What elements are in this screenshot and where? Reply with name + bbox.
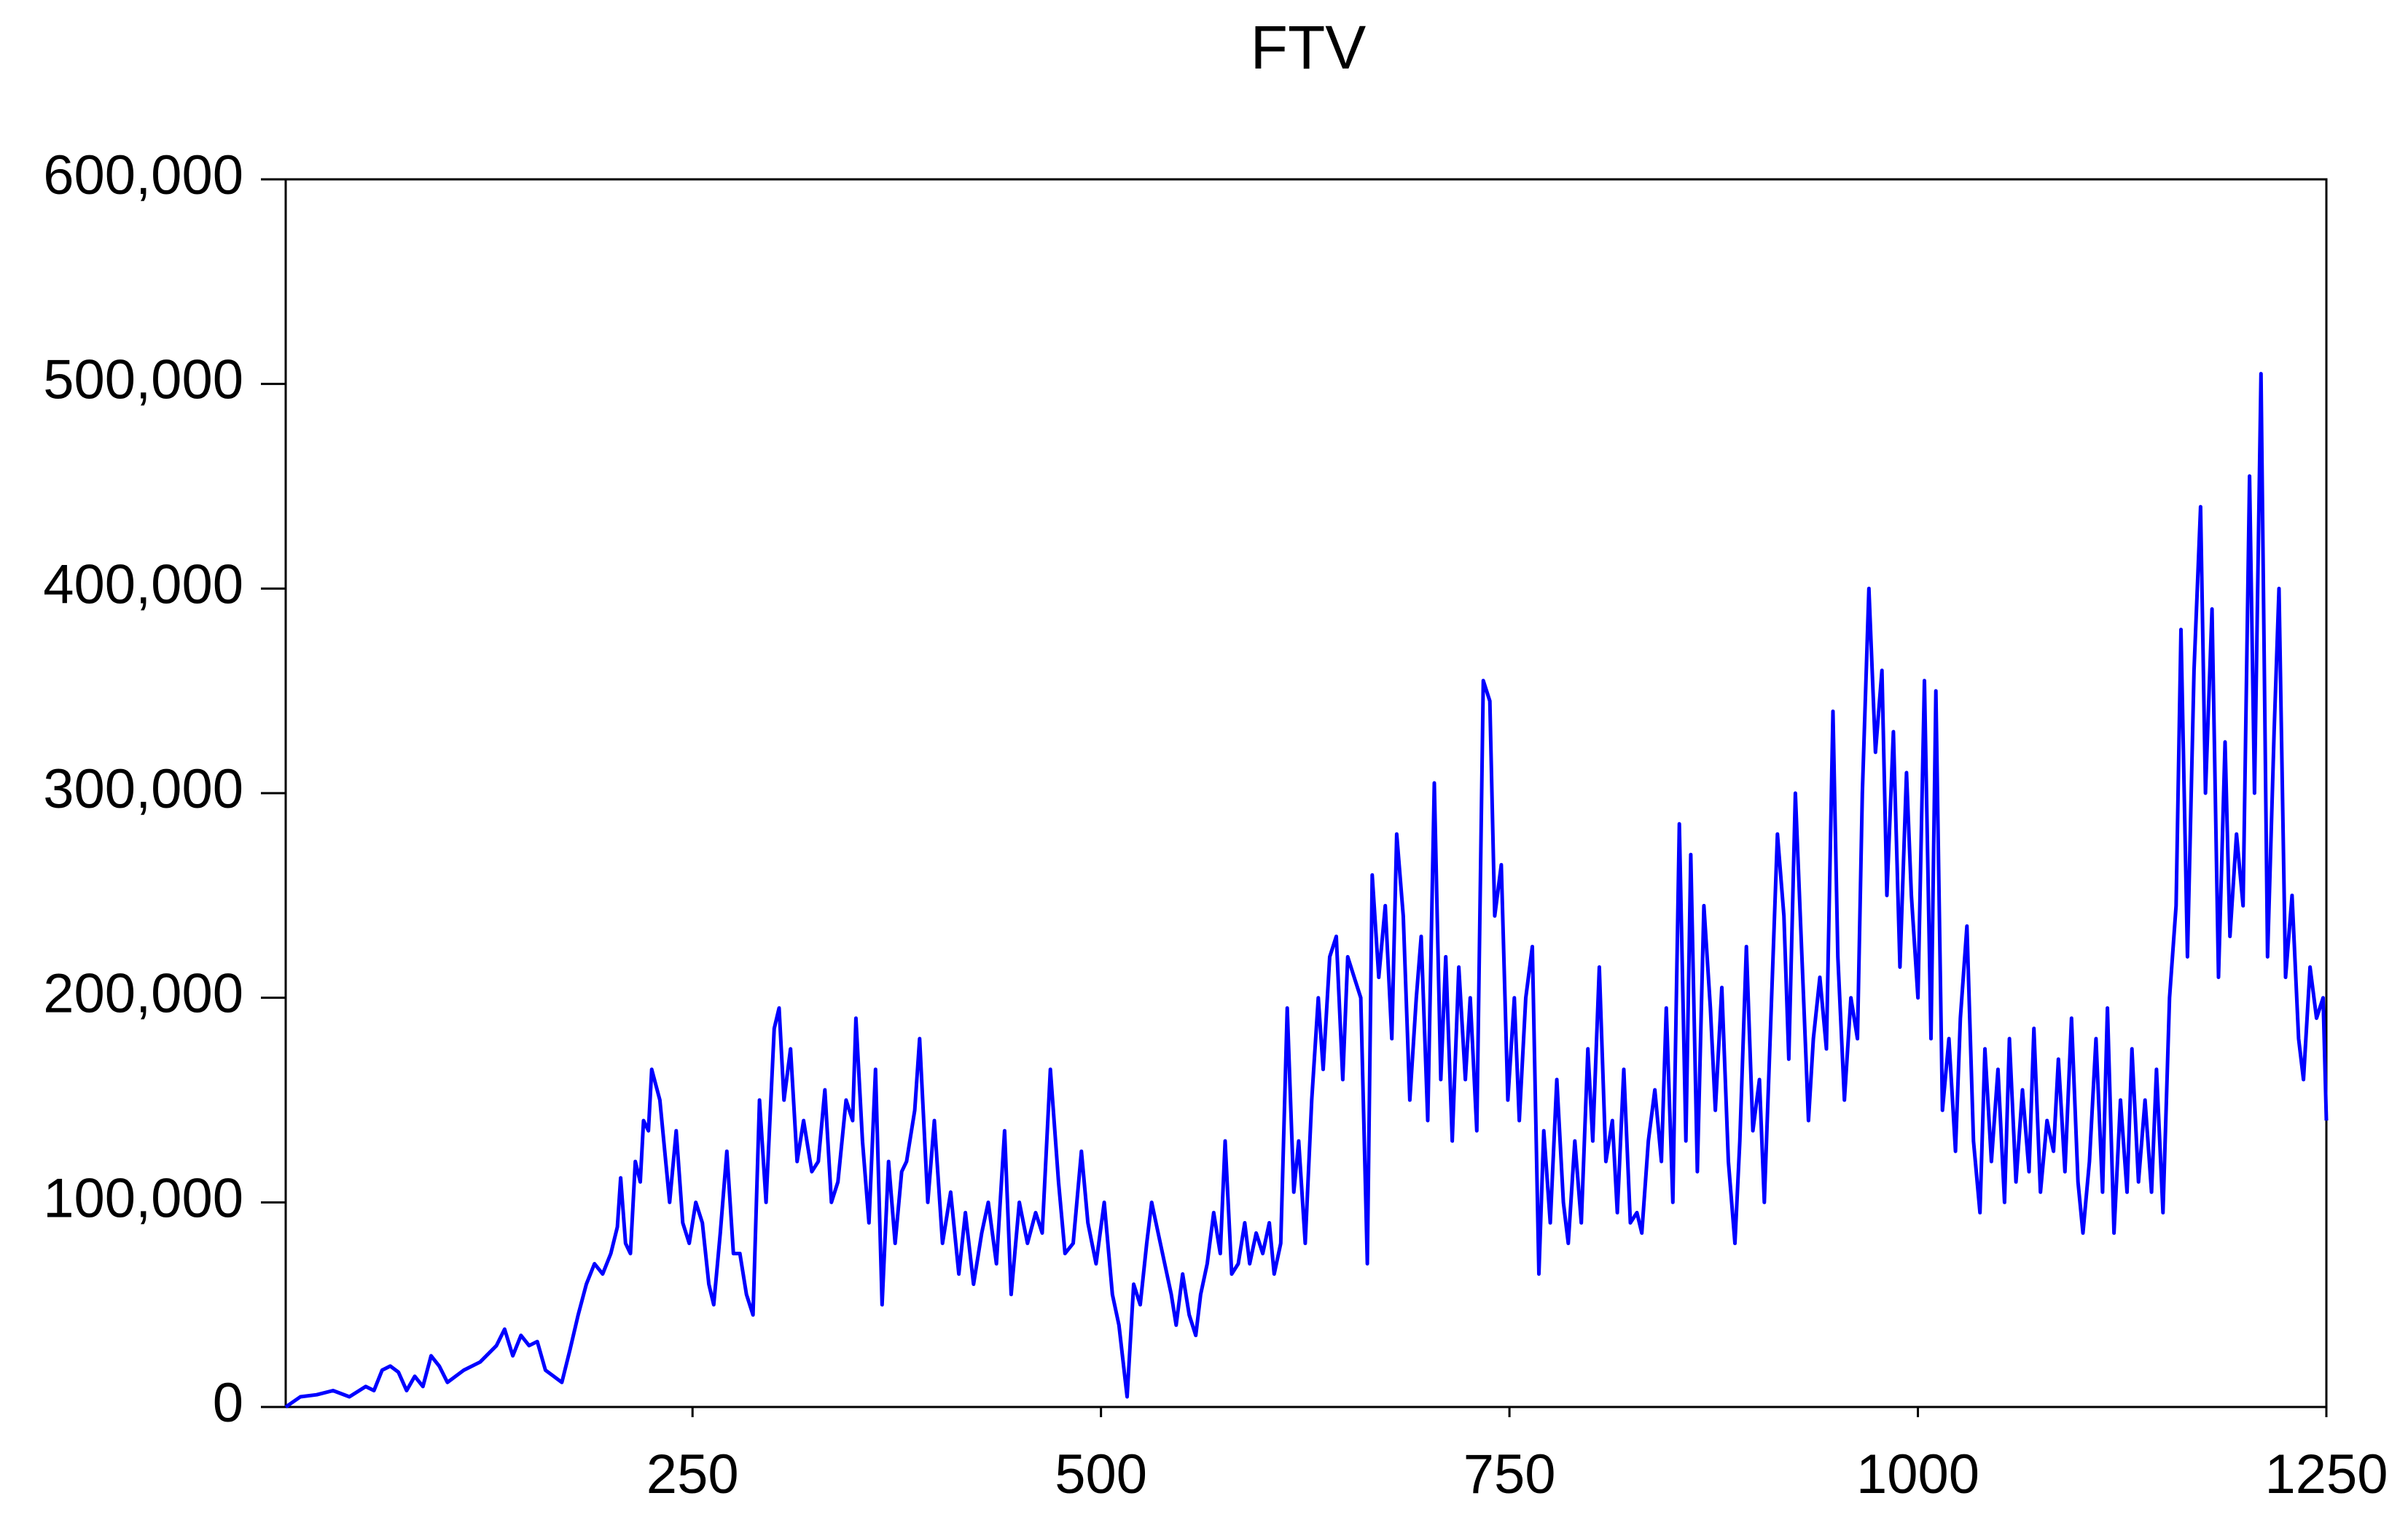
y-tick-label: 200,000 (43, 963, 243, 1025)
x-tick-label: 250 (646, 1443, 739, 1505)
y-tick-label: 0 (213, 1372, 243, 1434)
x-tick-label: 1000 (1856, 1443, 1979, 1505)
y-tick-label: 400,000 (43, 553, 243, 615)
x-tick-label: 1250 (2264, 1443, 2388, 1505)
y-tick-label: 100,000 (43, 1167, 243, 1229)
data-line (284, 372, 2329, 1409)
x-tick-label: 750 (1463, 1443, 1556, 1505)
y-tick-label: 600,000 (43, 144, 243, 206)
chart-title: FTV (1251, 13, 1367, 82)
y-tick-label: 300,000 (43, 758, 243, 820)
x-tick-label: 500 (1055, 1443, 1147, 1505)
y-tick-label: 500,000 (43, 349, 243, 411)
